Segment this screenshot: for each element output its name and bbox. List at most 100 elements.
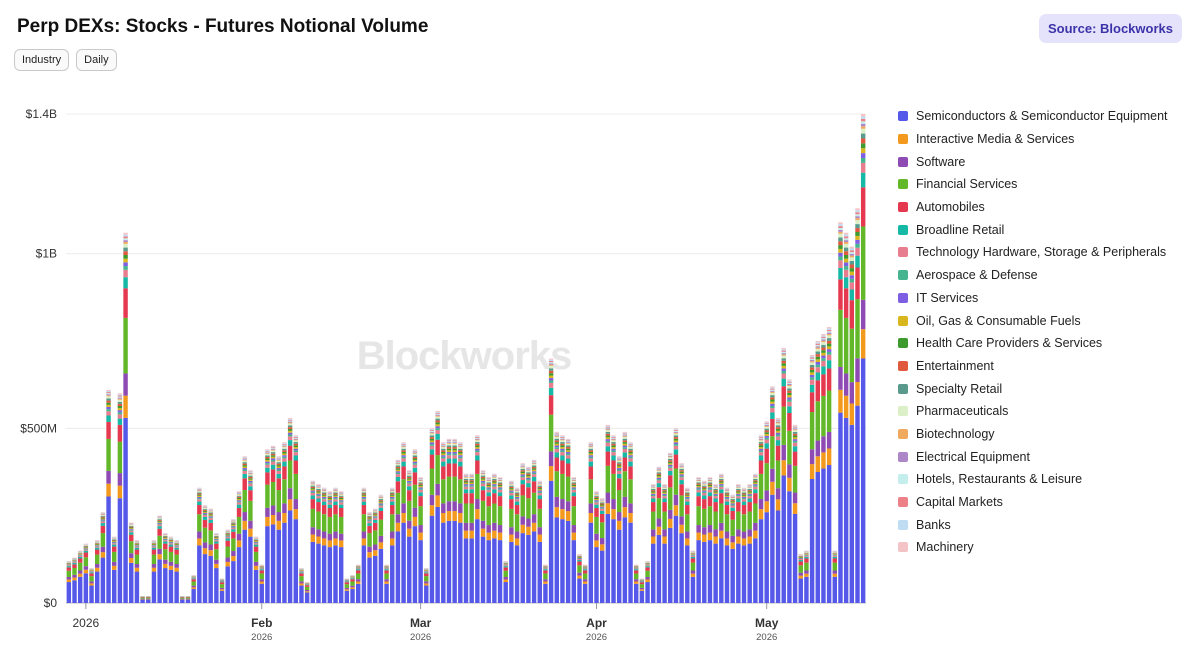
bar-segment [509,481,514,482]
filter-daily-chip[interactable]: Daily [76,49,117,71]
bar-segment [560,435,565,437]
bar-segment [197,493,202,495]
bar-segment [809,464,815,480]
bar-segment [112,544,117,547]
bar-segment [463,484,469,486]
bar-segment [843,238,849,241]
bar-segment [112,540,117,542]
bar-segment [316,498,321,503]
source-badge[interactable]: Source: Blockworks [1039,14,1182,43]
bar-segment [429,433,435,436]
bar-segment [231,525,236,526]
bar-segment [849,289,855,301]
bar-segment [106,398,111,401]
bar-segment [395,522,401,532]
bar-segment [106,393,111,395]
legend-item[interactable]: Entertainment [898,355,1188,378]
bar-segment [599,498,605,499]
bar-segment [611,435,616,437]
bar-segment [492,482,497,485]
bar-segment [594,496,599,498]
bar-segment [843,266,849,270]
bar-segment [452,501,457,512]
legend-item[interactable]: Electrical Equipment [898,445,1188,468]
bar-segment [792,442,798,447]
bar-segment [412,453,418,454]
bar-segment [429,468,435,495]
bar-segment [826,431,832,449]
bar-segment [707,540,713,603]
legend-item[interactable]: Pharmaceuticals [898,400,1188,423]
bar-segment [588,443,594,445]
bar-segment [469,475,474,477]
legend-item[interactable]: Semiconductors & Semiconductor Equipment [898,105,1188,128]
legend-swatch [898,360,908,371]
bar-segment [588,443,594,444]
bar-segment [804,570,809,574]
bar-segment [350,579,355,582]
bar-segment [804,553,809,554]
bar-segment [656,473,662,475]
legend-item[interactable]: IT Services [898,287,1188,310]
legend-item[interactable]: Machinery [898,536,1188,559]
bar-segment [401,445,406,447]
filter-industry-chip[interactable]: Industry [14,49,70,71]
bar-segment [83,548,89,549]
bar-segment [151,542,157,543]
legend-item[interactable]: Hotels, Restaurants & Leisure [898,468,1188,491]
bar-segment [401,458,406,462]
bar-segment [696,506,701,526]
bar-segment [696,483,701,485]
bar-segment [599,508,605,511]
bar-segment [826,351,832,355]
bar-segment [77,553,83,554]
bar-segment [730,501,735,503]
bar-segment [333,496,338,499]
bar-segment [838,267,843,280]
bar-segment [202,519,208,528]
bar-segment [758,442,764,444]
legend-item[interactable]: Capital Markets [898,491,1188,514]
bar-segment [475,455,480,461]
bar-segment [804,553,809,555]
bar-segment [736,491,741,493]
bar-segment [588,447,594,449]
bar-segment [407,472,412,474]
legend-item[interactable]: Interactive Media & Services [898,128,1188,151]
bar-segment [458,453,463,456]
bar-segment [316,487,321,489]
legend-item[interactable]: Banks [898,513,1188,536]
bar-stack [66,561,72,603]
bar-segment [656,470,662,473]
bar-segment [514,488,520,489]
bar-segment [123,236,128,239]
bar-segment [679,464,684,466]
bar-segment [378,496,384,498]
bar-segment [571,480,577,482]
bar-segment [321,545,327,603]
bar-segment [526,487,531,499]
legend-item[interactable]: Financial Services [898,173,1188,196]
bar-segment [265,450,270,452]
legend-item[interactable]: Specialty Retail [898,377,1188,400]
bar-stack [225,529,230,603]
legend-item[interactable]: Software [898,150,1188,173]
bar-segment [378,504,384,506]
bar-segment [100,525,106,534]
bar-segment [696,488,701,490]
bar-segment [599,544,605,551]
bar-segment [282,443,287,445]
bar-segment [117,418,123,425]
bar-segment [77,552,83,554]
legend-item[interactable]: Health Care Providers & Services [898,332,1188,355]
legend-item[interactable]: Broadline Retail [898,218,1188,241]
legend-item[interactable]: Automobiles [898,196,1188,219]
bar-segment [424,572,429,574]
legend-item[interactable]: Technology Hardware, Storage & Periphera… [898,241,1188,264]
legend-item[interactable]: Aerospace & Defense [898,264,1188,287]
bar-segment [327,507,333,517]
legend-item[interactable]: Biotechnology [898,423,1188,446]
bar-segment [77,554,83,556]
legend-item[interactable]: Oil, Gas & Consumable Fuels [898,309,1188,332]
legend-swatch [898,406,908,417]
